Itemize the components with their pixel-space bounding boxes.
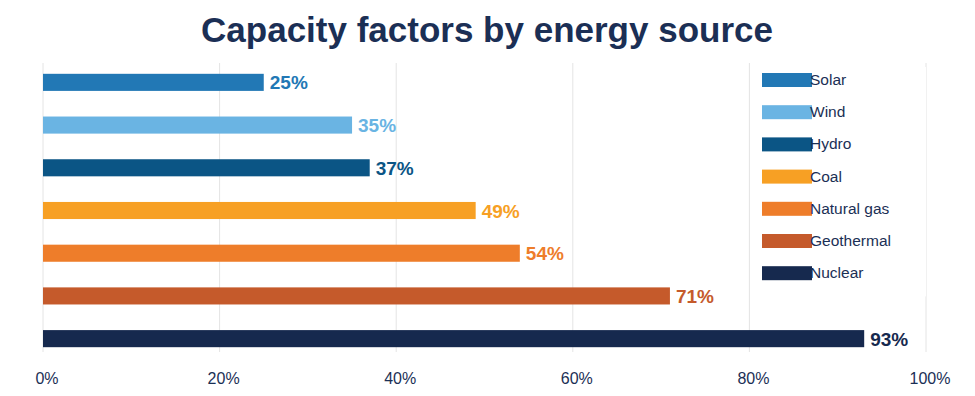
grid-line bbox=[749, 63, 750, 352]
bars bbox=[43, 74, 864, 347]
legend-label: Nuclear bbox=[810, 264, 863, 281]
legend-swatch bbox=[762, 137, 812, 151]
legend-label: Solar bbox=[810, 71, 846, 88]
data-label: 35% bbox=[358, 115, 396, 136]
bar bbox=[43, 287, 670, 304]
grid-line bbox=[572, 63, 573, 352]
legend-label: Wind bbox=[810, 103, 845, 120]
legend-swatch bbox=[762, 73, 812, 87]
data-label: 25% bbox=[270, 72, 308, 93]
legend-swatch bbox=[762, 234, 812, 248]
data-label: 71% bbox=[676, 286, 714, 307]
bar bbox=[43, 202, 476, 219]
legend-swatch bbox=[762, 266, 812, 280]
chart: Capacity factors by energy source 0% 20% 40… bbox=[0, 0, 975, 396]
legend: Solar Wind Hydro Coal Natural gas Geothermal N… bbox=[756, 67, 926, 296]
data-label: 37% bbox=[376, 158, 414, 179]
bar bbox=[43, 330, 864, 347]
bar bbox=[43, 245, 520, 262]
legend-swatch bbox=[762, 105, 812, 119]
data-label: 49% bbox=[482, 201, 520, 222]
tick-label: 20% bbox=[208, 370, 240, 387]
data-labels: 25% 35% 37% 49% 54% 71% 93% bbox=[270, 72, 909, 349]
bar bbox=[43, 117, 352, 134]
data-label: 54% bbox=[526, 243, 564, 264]
legend-label: Coal bbox=[810, 168, 842, 185]
legend-swatch bbox=[762, 170, 812, 184]
tick-label: 80% bbox=[737, 370, 769, 387]
bar bbox=[43, 159, 370, 176]
data-label: 93% bbox=[870, 329, 908, 350]
legend-label: Natural gas bbox=[810, 200, 890, 217]
title: Capacity factors by energy source bbox=[201, 10, 773, 49]
legend-label: Hydro bbox=[810, 135, 851, 152]
tick-label: 40% bbox=[384, 370, 416, 387]
tick-label: 100% bbox=[910, 370, 951, 387]
legend-label: Geothermal bbox=[810, 232, 891, 249]
legend-bg bbox=[756, 67, 926, 296]
bar bbox=[43, 74, 264, 91]
tick-label: 0% bbox=[35, 370, 58, 387]
grid bbox=[43, 63, 926, 352]
tick-label: 60% bbox=[561, 370, 593, 387]
legend-swatch bbox=[762, 202, 812, 216]
